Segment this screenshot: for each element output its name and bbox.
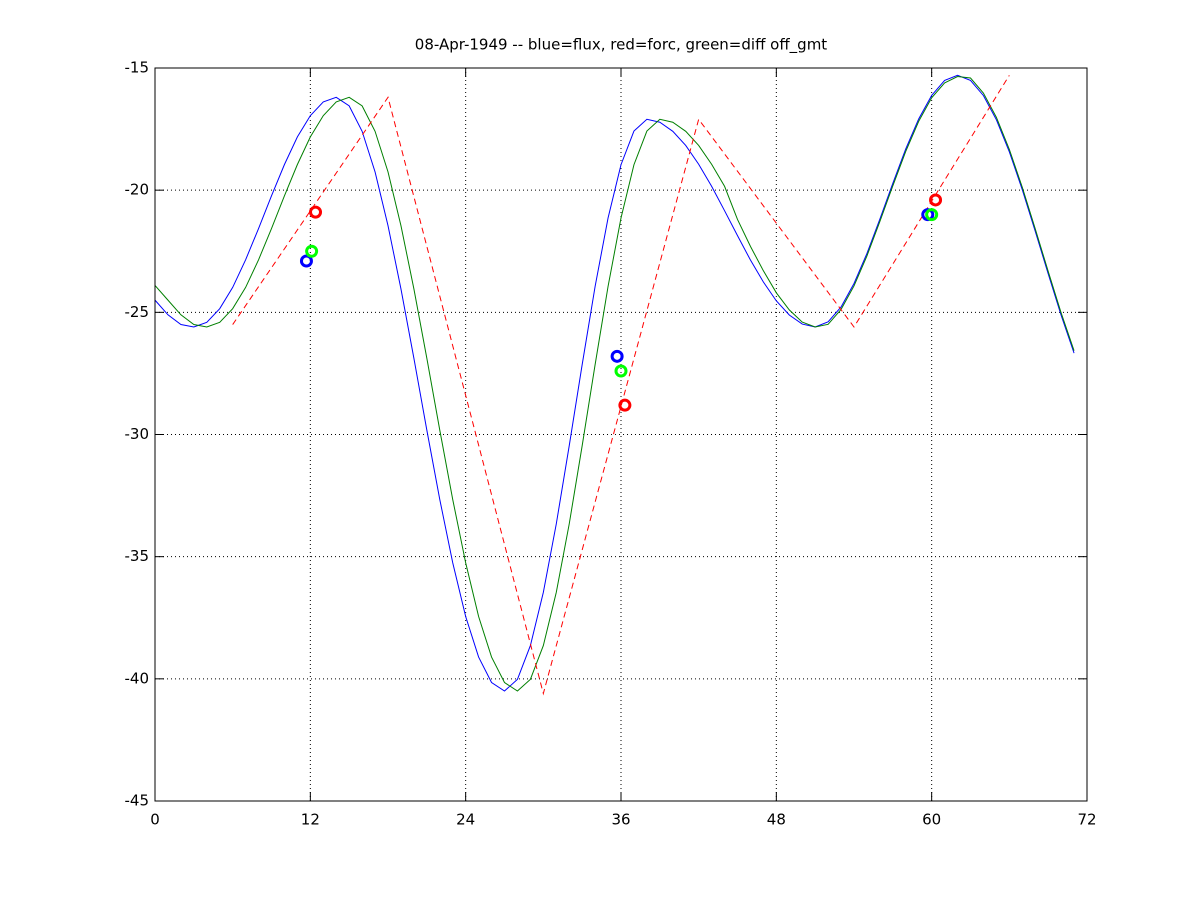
x-tick-label: 24: [456, 811, 475, 829]
marker: [309, 205, 323, 219]
y-tick-label: -40: [125, 669, 150, 687]
marker: [929, 193, 943, 207]
marker: [299, 254, 313, 268]
chart-title: 08-Apr-1949 -- blue=flux, red=forc, gree…: [415, 36, 828, 55]
marker: [618, 398, 632, 412]
series-line: [154, 74, 1075, 692]
x-tick-label: 60: [922, 811, 941, 829]
y-tick-label: -15: [125, 59, 150, 77]
x-tick-label: 36: [611, 811, 630, 829]
series-line: [232, 75, 1010, 696]
marker: [925, 208, 939, 222]
marker: [305, 244, 319, 258]
y-tick-label: -25: [125, 303, 150, 321]
marker: [610, 349, 624, 363]
y-tick-label: -45: [125, 792, 150, 810]
x-tick-label: 72: [1077, 811, 1096, 829]
y-tick-label: -35: [125, 547, 150, 565]
x-tick-label: 12: [301, 811, 320, 829]
y-tick-label: -30: [125, 425, 150, 443]
axes-box: [154, 67, 1088, 802]
x-tick-label: 0: [150, 811, 160, 829]
x-tick-label: 48: [767, 811, 786, 829]
marker: [614, 364, 628, 378]
y-tick-label: -20: [125, 181, 150, 199]
series-line: [154, 76, 1075, 692]
